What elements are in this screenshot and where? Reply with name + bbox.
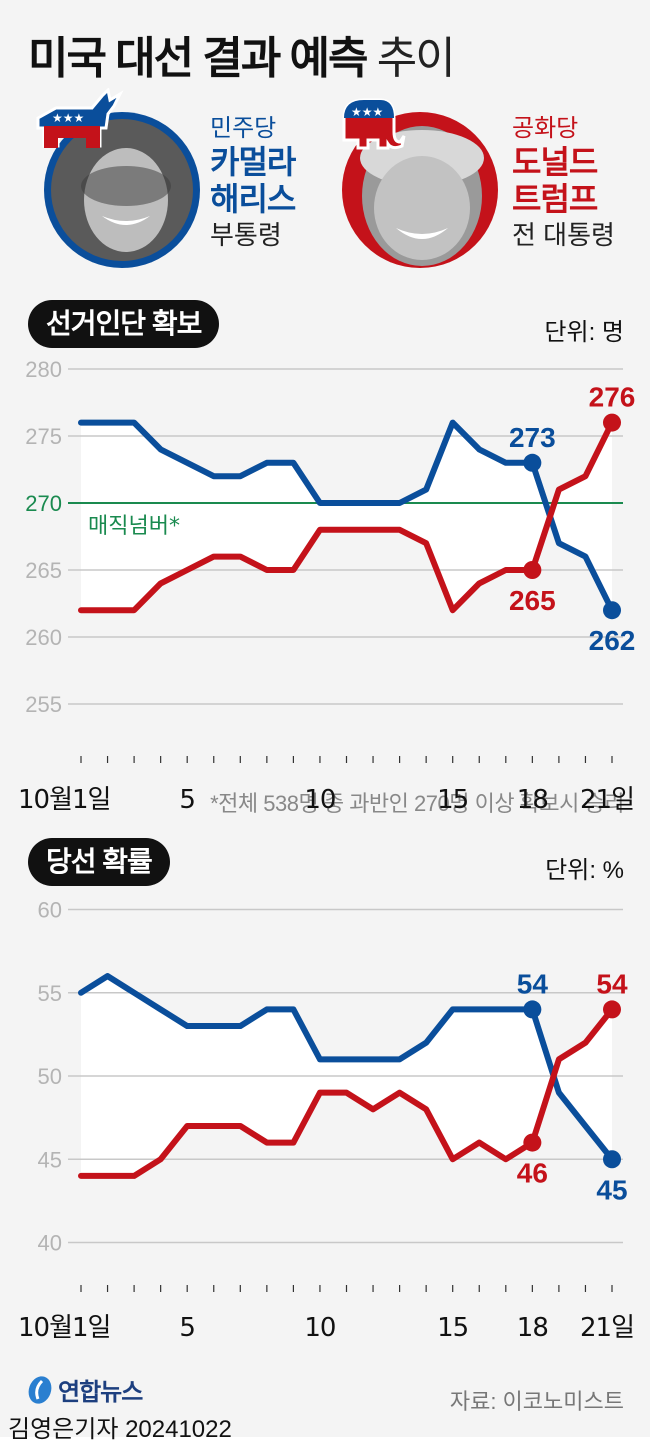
y-tick-label: 255	[25, 692, 62, 717]
data-point-label: 54	[517, 968, 549, 999]
candidate-last-name: 트럼프	[512, 181, 598, 217]
x-tick-label: 10월1일	[18, 1313, 110, 1343]
magic-number-label: 매직넘버*	[88, 514, 180, 539]
yonhap-logo: 연합뉴스	[26, 1372, 143, 1407]
x-tick-label: 5	[179, 785, 195, 815]
candidate-first-name: 도널드	[512, 144, 598, 180]
chart2-unit: 단위: %	[545, 857, 624, 884]
data-point-label: 273	[509, 422, 556, 453]
yonhap-globe-icon	[28, 1375, 52, 1404]
party-label: 공화당	[512, 115, 579, 142]
y-tick-label: 280	[25, 357, 62, 382]
data-point-marker	[603, 413, 621, 432]
harris-portrait: ★★★	[36, 88, 200, 268]
x-tick-label: 18	[517, 785, 548, 815]
x-tick-label: 15	[437, 785, 468, 815]
x-tick-label: 10월1일	[18, 785, 110, 815]
chart1-title: 선거인단 확보	[28, 300, 220, 348]
party-label: 민주당	[210, 115, 277, 142]
page-title: 미국 대선 결과 예측 추이	[28, 22, 456, 86]
logo-text: 연합뉴스	[58, 1379, 143, 1406]
candidate-first-name: 카멀라	[210, 144, 296, 180]
y-tick-label: 40	[38, 1231, 62, 1256]
data-point-label: 276	[589, 382, 636, 413]
data-point-marker	[523, 1133, 542, 1152]
data-point-marker	[523, 561, 542, 579]
x-tick-label: 15	[437, 1313, 468, 1343]
svg-text:★★★: ★★★	[52, 111, 84, 125]
y-tick-label: 260	[25, 625, 62, 650]
x-tick-label: 18	[517, 1313, 548, 1343]
candidate-trump: 공화당 도널드 트럼프 전 대통령	[512, 114, 615, 252]
candidate-harris: 민주당 카멀라 해리스 부통령	[210, 114, 296, 252]
chart2-title: 당선 확률	[28, 838, 170, 886]
band-fill	[81, 422, 612, 611]
title-light: 추이	[376, 34, 456, 83]
y-tick-label: 275	[25, 424, 62, 449]
data-point-label: 45	[596, 1174, 627, 1205]
data-point-label: 46	[517, 1158, 548, 1189]
data-point-marker	[603, 601, 621, 620]
chart1-unit: 단위: 명	[544, 319, 624, 346]
y-tick-label: 45	[38, 1147, 62, 1172]
series-line	[78, 1006, 615, 1179]
y-tick-label: 55	[38, 981, 62, 1006]
data-point-marker	[523, 1000, 542, 1019]
source-label: 자료: 이코노미스트	[449, 1389, 624, 1414]
data-point-label: 262	[589, 625, 636, 656]
y-tick-label: 60	[38, 898, 62, 923]
svg-text:★★★: ★★★	[351, 105, 383, 119]
chart1-footnote: *전체 538명 중 과반인 270명 이상 확보시 승리	[210, 791, 624, 816]
y-tick-label: 50	[38, 1064, 62, 1089]
data-point-label: 54	[596, 968, 628, 999]
candidate-role: 전 대통령	[512, 220, 615, 250]
x-tick-label: 21일	[580, 785, 634, 815]
title-bold: 미국 대선 결과 예측	[28, 34, 369, 83]
republican-elephant-icon: ★★★	[342, 98, 406, 150]
x-tick-label: 5	[179, 1313, 195, 1343]
y-tick-label: 265	[25, 558, 62, 583]
x-tick-label: 10	[304, 785, 335, 815]
candidate-role: 부통령	[210, 220, 282, 250]
data-point-label: 265	[509, 585, 556, 616]
data-point-marker	[603, 1150, 621, 1169]
candidate-last-name: 해리스	[210, 181, 296, 217]
x-tick-label: 10	[304, 1313, 335, 1343]
x-tick-label: 21일	[580, 1313, 634, 1343]
trump-portrait: ★★★	[342, 98, 498, 268]
reporter-credit: 김영은기자 20241022	[8, 1416, 232, 1443]
y-tick-label: 270	[25, 491, 62, 516]
data-point-marker	[603, 1000, 621, 1019]
data-point-marker	[523, 453, 542, 472]
democrat-donkey-icon: ★★★	[36, 88, 124, 148]
